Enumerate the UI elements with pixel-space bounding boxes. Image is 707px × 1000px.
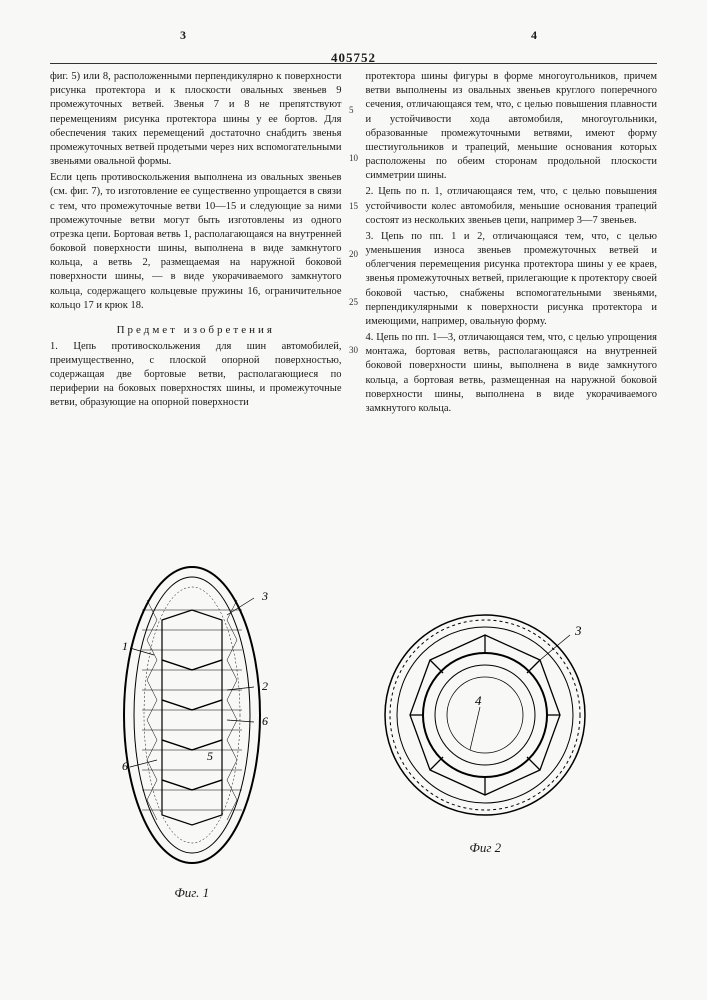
- line-number-gutter: 5 10 15 20 25 30: [349, 70, 358, 355]
- figure-label: 6: [122, 759, 128, 773]
- page-number-right: 4: [531, 28, 537, 43]
- left-column: фиг. 5) или 8, расположенными перпендику…: [50, 70, 342, 418]
- figure-label: 3: [261, 589, 268, 603]
- figure-label: 1: [122, 639, 128, 653]
- body-paragraph: 2. Цепь по п. 1, отличающаяся тем, что, …: [366, 185, 658, 228]
- body-paragraph: 3. Цепь по пп. 1 и 2, отличающаяся тем, …: [366, 230, 658, 329]
- line-marker: 10: [349, 153, 358, 163]
- body-paragraph: Если цепь противоскольжения выполнена из…: [50, 171, 342, 313]
- line-marker: 20: [349, 249, 358, 259]
- line-marker: 15: [349, 201, 358, 211]
- figures-row: 3 1 2 6 6 5 Фиг. 1: [0, 560, 707, 901]
- tire-chain-side-icon: 3 4: [375, 605, 595, 825]
- figure-caption: Фиг 2: [469, 840, 501, 856]
- figure-label: 4: [475, 693, 482, 708]
- line-marker: 30: [349, 345, 358, 355]
- figure-label: 3: [574, 623, 582, 638]
- figure-1: 3 1 2 6 6 5 Фиг. 1: [112, 560, 272, 901]
- line-marker: 25: [349, 297, 358, 307]
- figure-label: 2: [262, 679, 268, 693]
- header-divider: [50, 63, 657, 64]
- figure-label: 6: [262, 714, 268, 728]
- figure-caption: Фиг. 1: [174, 885, 209, 901]
- right-column: протектора шины фигуры в форме многоугол…: [366, 70, 658, 418]
- body-paragraph: фиг. 5) или 8, расположенными перпендику…: [50, 70, 342, 169]
- tire-chain-front-icon: 3 1 2 6 6 5: [112, 560, 272, 870]
- body-paragraph: 1. Цепь противоскольжения для шин автомо…: [50, 340, 342, 411]
- body-paragraph: 4. Цепь по пп. 1—3, отличающаяся тем, чт…: [366, 331, 658, 416]
- body-paragraph: протектора шины фигуры в форме многоугол…: [366, 70, 658, 183]
- page-number-left: 3: [180, 28, 186, 43]
- section-title: Предмет изобретения: [50, 323, 342, 338]
- line-marker: 5: [349, 105, 358, 115]
- figure-label: 5: [207, 749, 213, 763]
- figure-2: 3 4 Фиг 2: [375, 605, 595, 856]
